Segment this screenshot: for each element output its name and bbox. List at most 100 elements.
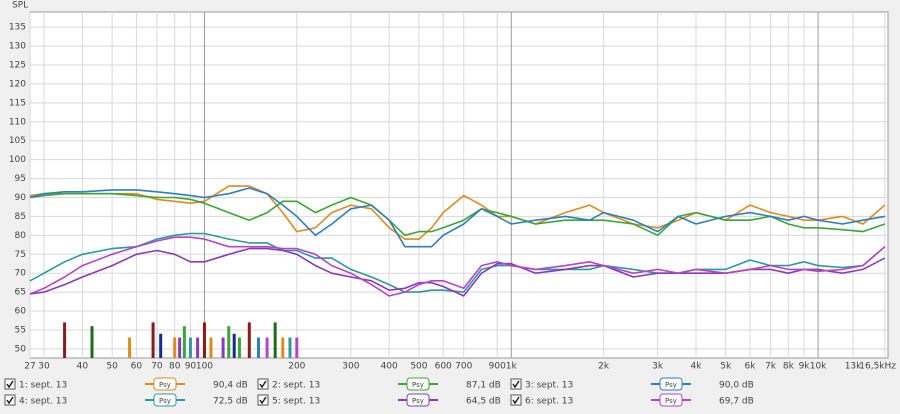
checkbox[interactable] [4,394,16,406]
y-tick-label: 115 [9,98,26,108]
x-tick-label: 50 [106,362,118,372]
x-tick-label: 10k [810,362,827,372]
y-tick-label: 120 [9,79,26,89]
resonance-bar [182,326,186,358]
y-tick-label: 95 [15,174,26,184]
smoothing-button[interactable] [153,393,177,407]
resonance-bar [178,337,182,358]
series-line [29,232,886,293]
legend-name: 4: sept. 13 [19,397,67,407]
smoothing-label: Psy [412,397,424,405]
smoothing-label: Psy [159,381,171,389]
x-tick-label: 7k [765,362,777,372]
smoothing-button[interactable] [406,393,430,407]
x-tick-label: 8k [783,362,795,372]
checkmark [259,396,267,405]
x-tick-label: 90 [185,362,197,372]
resonance-bar [227,326,231,358]
resonance-bar [196,337,200,358]
y-tick-label: 105 [9,136,26,146]
x-tick-label: 2k [598,362,610,372]
resonance-bar [128,337,132,358]
y-tick-label: 90 [15,193,27,203]
smoothing-button[interactable] [659,377,683,391]
series-line [29,187,885,248]
checkmark [512,380,520,389]
x-tick-label: 30 [38,362,50,372]
resonance-bar [273,322,277,358]
checkmark [6,380,14,389]
y-axis-label: SPL [12,1,28,11]
x-tick-label: 500 [410,362,427,372]
x-tick-label: 9k [799,362,811,372]
x-tick-label: 6k [745,362,757,372]
series-line [29,192,886,237]
x-tick-label: 4k [691,362,703,372]
x-tick-label: 100 [196,362,213,372]
resonance-bar [159,333,163,358]
y-tick-label: 80 [15,231,27,241]
y-tick-label: 110 [9,117,26,127]
x-tick-label: 27 [24,362,35,372]
grid: 50 55 60 65 70 75 80 85 90 95 100 105 110 115 120 125 13… [9,12,896,372]
y-tick-label: 75 [15,250,26,260]
marks [29,185,886,358]
legend-level: 90,4 dB [213,381,248,391]
smoothing-button[interactable] [406,377,430,391]
x-tick-label: 70 [151,362,163,372]
x-tick-label: 1k [506,362,518,372]
resonance-bar [237,337,241,358]
checkbox[interactable] [4,378,16,390]
x-tick-label: 16,5kHz [859,362,896,372]
resonance-bar [247,322,251,358]
x-tick-label: 3k [652,362,664,372]
resonance-bar [221,337,225,358]
resonance-bar [188,337,192,358]
x-tick-label: 5k [720,362,732,372]
checkmark [6,396,14,405]
checkbox[interactable] [510,394,522,406]
x-tick-label: 700 [455,362,472,372]
y-tick-label: 50 [15,344,27,354]
resonance-bar [173,337,177,358]
resonance-bar [265,337,269,358]
x-tick-label: 400 [381,362,398,372]
y-tick-label: 65 [15,288,26,298]
smoothing-button[interactable] [659,393,683,407]
x-tick-label: 40 [77,362,89,372]
legend-level: 69,7 dB [719,397,754,407]
y-tick-label: 130 [9,42,26,52]
checkbox[interactable] [257,394,269,406]
resonance-bar [151,322,155,358]
resonance-bar [256,337,260,358]
resonance-bar [288,337,292,358]
legend-name: 6: sept. 13 [525,397,573,407]
resonance-bar [63,322,67,358]
resonance-bar [90,326,94,358]
resonance-bar [209,337,213,358]
legend-level: 64,5 dB [466,397,501,407]
x-tick-label: 200 [288,362,305,372]
y-tick-label: 85 [15,212,26,222]
smoothing-button[interactable] [153,377,177,391]
x-tick-label: 900 [489,362,506,372]
checkbox[interactable] [257,378,269,390]
legend-level: 90,0 dB [719,381,754,391]
x-tick-label: 60 [131,362,143,372]
checkmark [512,396,520,405]
y-tick-label: 60 [15,307,27,317]
y-tick-label: 100 [9,155,26,165]
smoothing-label: Psy [665,397,677,405]
smoothing-label: Psy [159,397,171,405]
x-tick-label: 600 [435,362,452,372]
checkbox[interactable] [510,378,522,390]
resonance-bar [202,322,206,358]
y-tick-label: 125 [9,60,26,70]
legend: 1: sept. 13 Psy 90,4 dB 2: sept. 13 Psy 87,1 … [4,377,754,407]
y-tick-label: 55 [15,325,26,335]
resonance-bar [281,337,285,358]
resonance-bar [232,333,236,358]
legend-name: 3: sept. 13 [525,381,573,391]
